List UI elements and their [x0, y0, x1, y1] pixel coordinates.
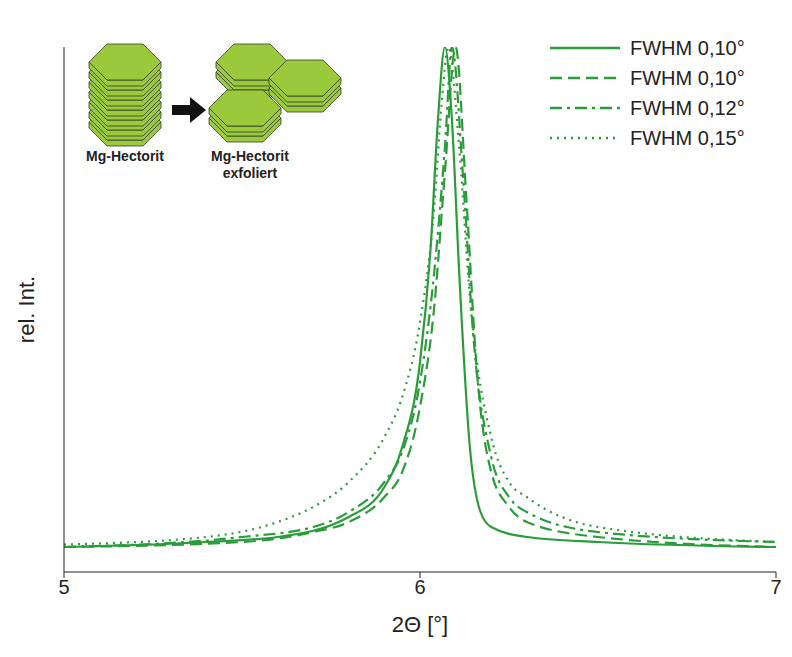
svg-text:FWHM 0,15°: FWHM 0,15°	[630, 127, 745, 149]
svg-text:6: 6	[414, 576, 425, 598]
svg-text:FWHM 0,10°: FWHM 0,10°	[630, 67, 745, 89]
html-text:Mg-Hectorit exfoliert: Mg-Hectorit exfoliert	[211, 148, 289, 181]
html-text:Mg-Hectorit: Mg-Hectorit	[86, 148, 164, 164]
svg-text:FWHM 0,12°: FWHM 0,12°	[630, 97, 745, 119]
svg-text:5: 5	[58, 576, 69, 598]
svg-text:2Θ [°]: 2Θ [°]	[392, 612, 448, 637]
svg-text:rel. Int.: rel. Int.	[14, 276, 39, 343]
svg-text:7: 7	[770, 576, 781, 598]
svg-text:FWHM 0,10°: FWHM 0,10°	[630, 37, 745, 59]
